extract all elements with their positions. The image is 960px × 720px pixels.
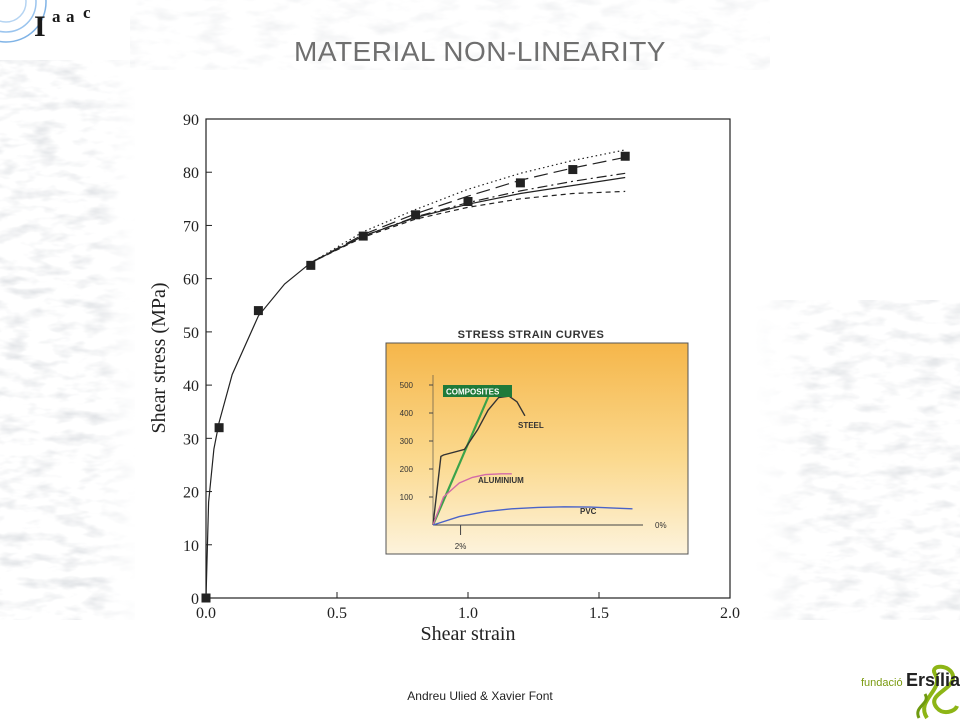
inset-series-label: STEEL: [518, 421, 544, 430]
svg-text:a: a: [52, 7, 61, 26]
data-point: [620, 151, 630, 161]
data-point: [463, 196, 473, 206]
inset-y-tick-label: 500: [400, 381, 414, 390]
data-point: [568, 165, 578, 175]
inset-plot-area: [385, 342, 689, 555]
data-point: [515, 178, 525, 188]
inset-series-label: PVC: [580, 507, 597, 516]
logo-bottom-small-text: fundació: [861, 677, 903, 689]
data-point: [358, 231, 368, 241]
inset-y-tick-label: 200: [400, 465, 414, 474]
inset-title: STRESS STRAIN CURVES: [458, 329, 605, 341]
y-tick-label: 60: [183, 272, 199, 289]
inset-composites-label-box: [443, 385, 512, 397]
logo-bottom-big-text: Ersília: [906, 670, 960, 690]
fit-curve-dashed-long: [310, 156, 626, 264]
iaac-logo: I a a c: [0, 0, 91, 43]
x-tick-label: 1.5: [589, 605, 609, 622]
fit-curve-solid: [205, 176, 626, 599]
x-tick-label: 1.0: [458, 605, 478, 622]
inset-x-marker-label: 0%: [655, 521, 667, 530]
inset-y-tick-label: 300: [400, 437, 414, 446]
data-point: [201, 593, 211, 603]
svg-text:c: c: [83, 3, 91, 22]
y-tick-label: 0: [191, 591, 199, 608]
inset-series-label: COMPOSITES: [446, 388, 500, 397]
data-point: [214, 423, 224, 433]
y-axis-label: Shear stress (MPa): [148, 282, 170, 433]
y-tick-label: 50: [183, 325, 199, 342]
y-tick-label: 90: [183, 112, 199, 129]
inset-series-steel: [432, 395, 526, 526]
y-tick-label: 40: [183, 378, 199, 395]
fundacio-ersilia-logo: fundació Ersília: [855, 660, 960, 720]
inset-series-label: ALUMINIUM: [478, 476, 524, 485]
slide-title: MATERIAL NON-LINEARITY: [294, 36, 666, 67]
data-point: [306, 260, 316, 270]
y-tick-label: 10: [183, 538, 199, 555]
y-tick-label: 70: [183, 218, 199, 235]
svg-text:a: a: [66, 7, 75, 26]
inset-series-composites: [431, 384, 495, 526]
y-tick-label: 30: [183, 431, 199, 448]
inset-series-pvc: [432, 506, 633, 526]
x-tick-label: 0.0: [196, 605, 216, 622]
x-tick-label: 0.5: [327, 605, 347, 622]
x-tick-label: 2.0: [720, 605, 740, 622]
inset-y-tick-label: 400: [400, 409, 414, 418]
y-tick-label: 80: [183, 165, 199, 182]
inset-series-aluminium: [432, 473, 512, 526]
data-point: [411, 210, 421, 220]
data-point: [253, 306, 263, 316]
inset-x-marker-label: 2%: [455, 542, 467, 551]
x-axis-label: Shear strain: [421, 623, 516, 645]
svg-text:I: I: [34, 10, 46, 43]
y-tick-label: 20: [183, 485, 199, 502]
slide-footer: Andreu Ulied & Xavier Font: [407, 689, 553, 703]
inset-y-tick-label: 100: [400, 493, 414, 502]
